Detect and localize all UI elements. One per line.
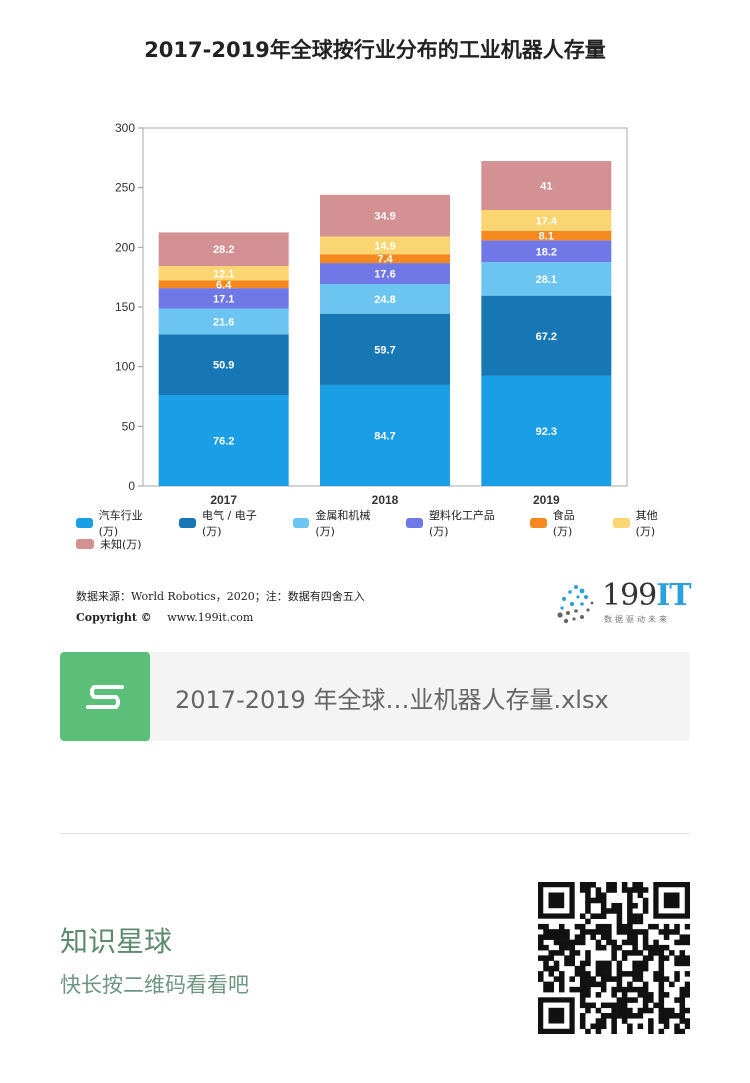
data-label: 17.6 bbox=[374, 269, 395, 281]
y-tick-label: 100 bbox=[115, 360, 135, 374]
data-label: 7.4 bbox=[377, 254, 393, 266]
bar-segment bbox=[320, 313, 450, 385]
data-label: 92.3 bbox=[536, 426, 557, 438]
data-label: 67.2 bbox=[536, 331, 557, 343]
data-label: 21.6 bbox=[213, 316, 234, 328]
bar-segment bbox=[481, 209, 612, 231]
source-line: 数据来源：World Robotics，2020；注：数据有四舍五入 bbox=[76, 590, 365, 603]
bar-segment bbox=[481, 161, 612, 210]
bar-segment bbox=[158, 280, 289, 289]
legend-item: 塑料化工产品(万) bbox=[406, 507, 508, 539]
promo-subtitle: 快长按二维码看看吧 bbox=[60, 973, 249, 997]
legend-item: 汽车行业(万) bbox=[76, 507, 157, 539]
spreadsheet-file-icon bbox=[60, 652, 150, 741]
bar-segment bbox=[320, 384, 450, 486]
data-label: 14.9 bbox=[374, 240, 395, 252]
stacked-bar-chart: 0 50 100 150 200 250 300 76.2 50.9 21.6 17.1 6.412.… bbox=[115, 121, 628, 507]
bar-segment bbox=[320, 254, 450, 264]
199it-logo-icon bbox=[557, 585, 594, 624]
legend-item: 其他(万) bbox=[613, 507, 674, 539]
bar-segment bbox=[158, 308, 289, 335]
bar-segment bbox=[320, 194, 450, 237]
bar-segment bbox=[158, 232, 289, 267]
x-tick-label: 2019 bbox=[533, 493, 560, 507]
legend-label: 电气 / 电子(万) bbox=[202, 508, 257, 538]
legend-swatch bbox=[613, 517, 630, 528]
bar-segment bbox=[481, 295, 612, 376]
legend-label: 食品(万) bbox=[552, 508, 575, 538]
file-name: 2017-2019 年全球…业机器人存量.xlsx bbox=[175, 686, 609, 714]
legend-label: 金属和机械(万) bbox=[315, 508, 371, 538]
copyright-label: Copyright © bbox=[76, 611, 152, 624]
data-label: 84.7 bbox=[374, 430, 395, 442]
data-label: 24.8 bbox=[374, 294, 395, 306]
bar-segment bbox=[320, 236, 450, 255]
legend-label: 未知(万) bbox=[100, 537, 142, 551]
legend-swatch bbox=[406, 517, 423, 528]
bar-segment bbox=[320, 284, 450, 314]
copyright-url: www.199it.com bbox=[167, 611, 254, 624]
divider bbox=[60, 833, 690, 834]
data-label: 28.2 bbox=[213, 244, 234, 256]
legend-swatch bbox=[530, 517, 547, 528]
data-label: 50.9 bbox=[213, 360, 234, 372]
y-tick-label: 150 bbox=[115, 300, 135, 314]
legend-swatch bbox=[179, 517, 197, 528]
bar-segment bbox=[320, 263, 450, 285]
chart-title: 2017-2019年全球按行业分布的工业机器人存量 bbox=[144, 38, 606, 62]
legend-item: 食品(万) bbox=[530, 507, 591, 539]
x-tick-label: 2018 bbox=[372, 493, 399, 507]
legend-item: 未知(万) bbox=[76, 536, 142, 552]
qr-code-icon[interactable] bbox=[538, 882, 690, 1034]
bar-segment bbox=[158, 266, 289, 281]
y-tick-label: 0 bbox=[128, 479, 135, 493]
data-label: 34.9 bbox=[374, 211, 395, 223]
legend-swatch bbox=[76, 538, 94, 549]
legend-item: 电气 / 电子(万) bbox=[179, 507, 270, 539]
data-label: 6.4 bbox=[216, 279, 232, 291]
data-label: 17.4 bbox=[536, 215, 558, 227]
file-attachment-card[interactable]: 2017-2019 年全球…业机器人存量.xlsx bbox=[60, 652, 690, 741]
bar-segment bbox=[158, 395, 289, 486]
bar-segment bbox=[481, 375, 612, 486]
logo-tagline: 数据驱动未来 bbox=[604, 615, 670, 624]
legend-swatch bbox=[76, 517, 93, 528]
y-tick-label: 50 bbox=[122, 419, 136, 433]
data-label: 17.1 bbox=[213, 293, 234, 305]
bar-segment bbox=[481, 230, 612, 241]
data-label: 41 bbox=[540, 181, 552, 193]
legend-swatch bbox=[292, 517, 310, 528]
bar-segment bbox=[158, 334, 289, 396]
bar-segment bbox=[158, 288, 289, 309]
x-tick-label: 2017 bbox=[210, 493, 237, 507]
data-label: 12.1 bbox=[213, 268, 234, 280]
source-note: 数据来源：World Robotics，2020；注：数据有四舍五入 Copyr… bbox=[76, 586, 365, 628]
data-label: 8.1 bbox=[539, 231, 554, 243]
y-tick-label: 300 bbox=[115, 121, 135, 135]
legend-label: 汽车行业(万) bbox=[98, 508, 143, 538]
logo-text: 199IT bbox=[602, 578, 692, 613]
chart-legend: 汽车行业(万) 电气 / 电子(万) 金属和机械(万) 塑料化工产品(万) 食品(万) 其… bbox=[76, 509, 696, 554]
data-label: 18.2 bbox=[536, 246, 557, 258]
legend-item: 金属和机械(万) bbox=[292, 507, 385, 539]
y-tick-label: 250 bbox=[115, 181, 135, 195]
data-label: 76.2 bbox=[213, 436, 234, 448]
data-label: 28.1 bbox=[536, 274, 557, 286]
legend-label: 其他(万) bbox=[635, 508, 658, 538]
data-label: 59.7 bbox=[374, 344, 395, 356]
promo-title: 知识星球 bbox=[60, 925, 173, 958]
legend-label: 塑料化工产品(万) bbox=[428, 508, 495, 538]
bar-segment bbox=[481, 240, 612, 263]
y-tick-label: 200 bbox=[115, 240, 135, 254]
bar-segment bbox=[481, 262, 612, 296]
